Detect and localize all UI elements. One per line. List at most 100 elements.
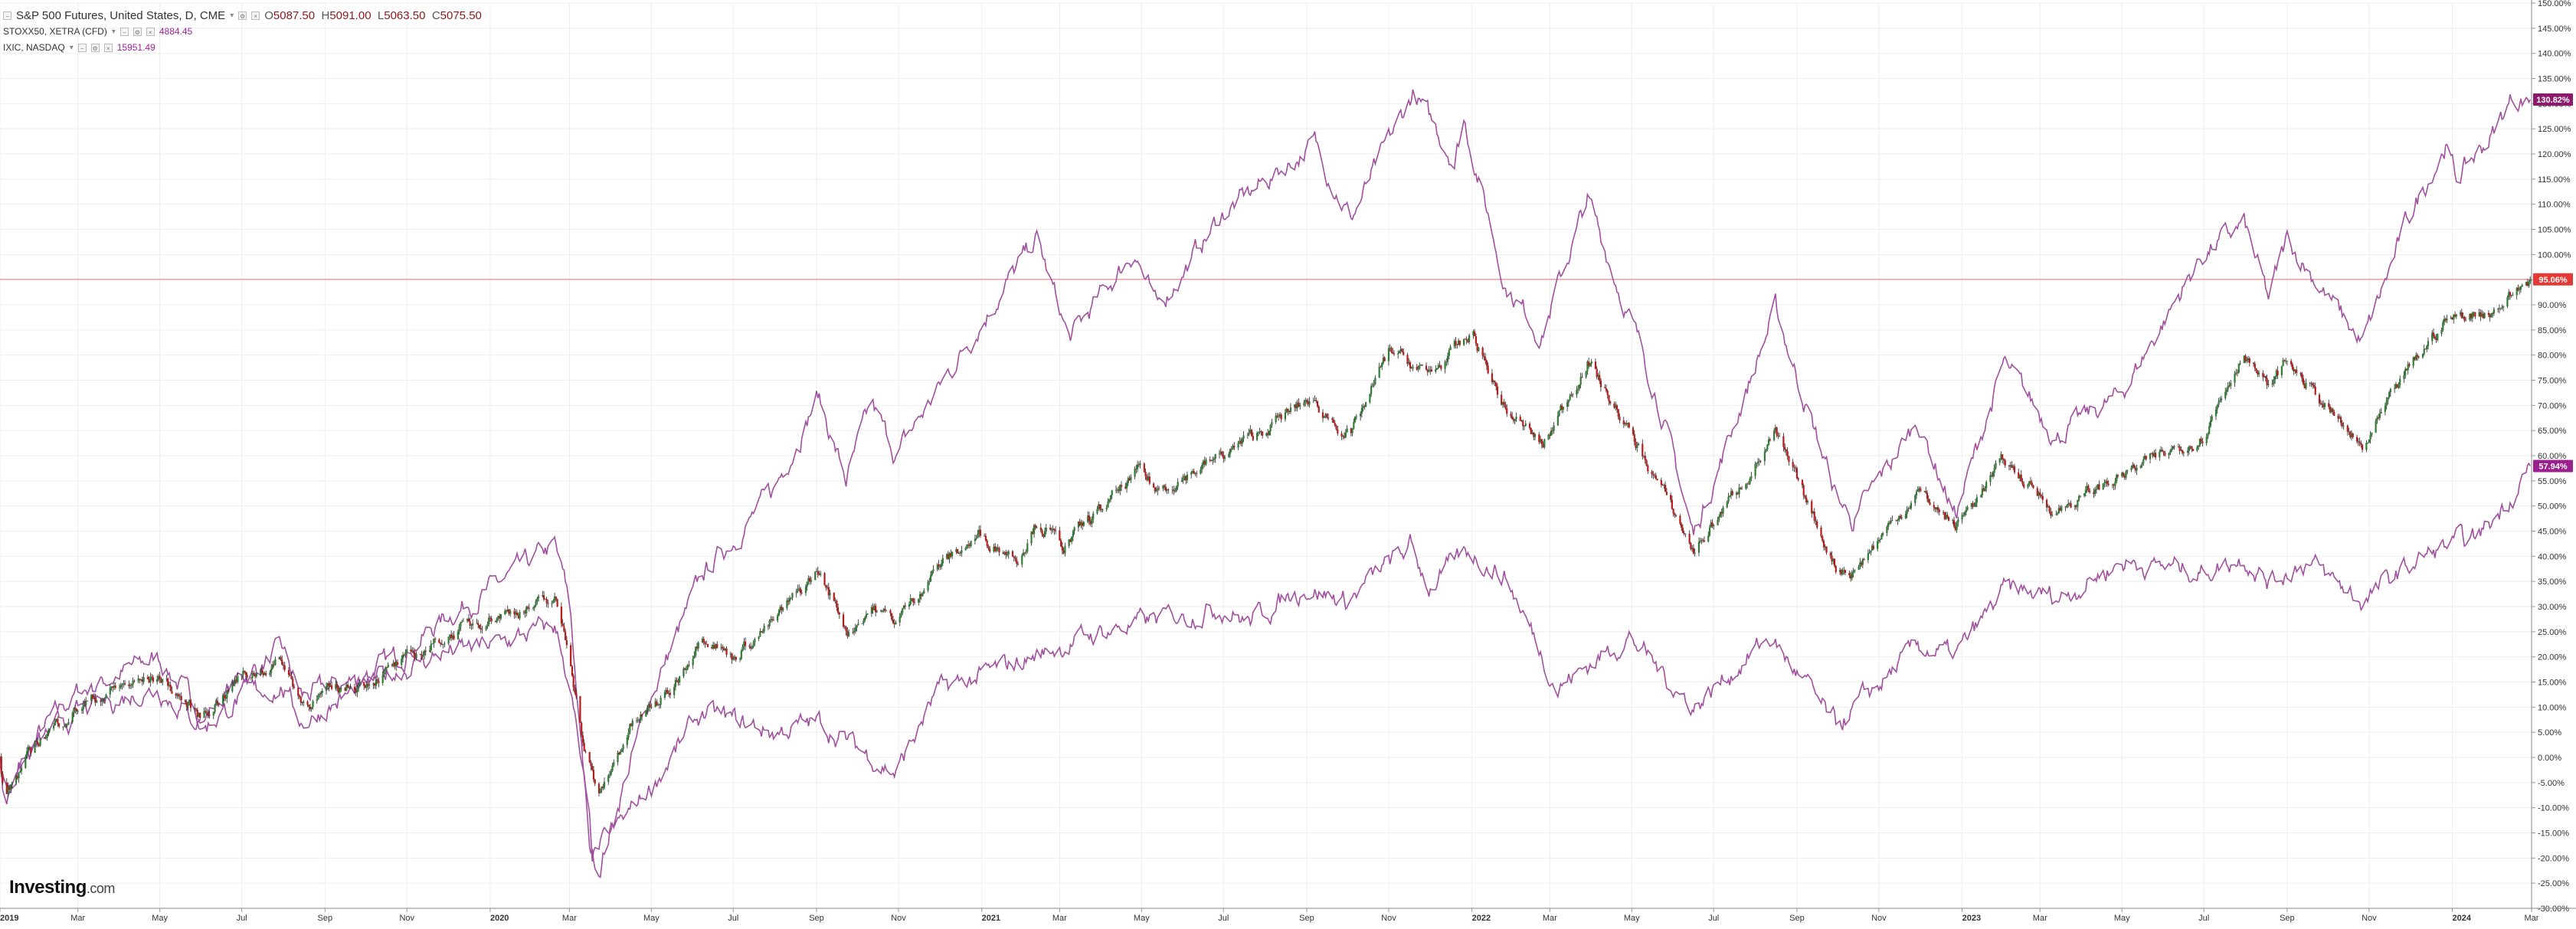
candle-body — [986, 540, 988, 546]
candle-body — [1561, 405, 1563, 410]
candle-body — [1661, 484, 1664, 486]
candle-body — [367, 683, 369, 686]
plot-area[interactable] — [0, 89, 2532, 878]
candle-body — [2312, 383, 2314, 385]
candle-body — [570, 645, 572, 666]
candle-body — [1566, 402, 1569, 407]
candle-body — [2180, 450, 2182, 451]
candle-body — [2471, 312, 2473, 319]
candle-body — [759, 630, 761, 636]
candle-body — [227, 690, 230, 692]
candle-body — [647, 704, 650, 708]
candle-body — [349, 686, 352, 688]
candle-body — [752, 642, 754, 647]
legend-main-title: S&P 500 Futures, United States, D, CME — [16, 9, 226, 22]
settings-icon[interactable]: ⚙ — [133, 28, 142, 36]
candle-body — [431, 643, 434, 645]
candle-body — [2164, 453, 2166, 456]
candle-body — [758, 636, 760, 640]
candle-body — [1495, 382, 1497, 387]
candle-body — [1073, 527, 1075, 532]
settings-icon[interactable]: ⚙ — [238, 11, 247, 20]
candle-body — [298, 695, 301, 698]
candle-body — [1880, 535, 1883, 540]
settings-icon[interactable]: ⚙ — [90, 44, 100, 52]
close-icon[interactable]: × — [103, 44, 113, 52]
hide-icon[interactable]: − — [77, 44, 87, 52]
price-badge: 95.06% — [2533, 273, 2573, 286]
candle-body — [1098, 504, 1100, 509]
candle-body — [1213, 458, 1216, 460]
candle-body — [1050, 529, 1052, 531]
candle-body — [265, 672, 267, 675]
candle-body — [751, 646, 753, 649]
candle-body — [231, 684, 234, 692]
candle-body — [461, 621, 463, 623]
candle-body — [2293, 368, 2295, 372]
candle-body — [1428, 370, 1430, 372]
candle-body — [2230, 382, 2232, 387]
candle-body — [1221, 451, 1223, 456]
candle-body — [58, 723, 61, 727]
candle-body — [2479, 312, 2482, 317]
candle-body — [480, 628, 482, 630]
candle-body — [1952, 520, 1954, 521]
candle-body — [319, 692, 322, 695]
candle-body — [2502, 306, 2505, 308]
candle-body — [1793, 466, 1795, 468]
candle-body — [1569, 396, 1571, 401]
candle-body — [1533, 434, 1537, 437]
candle-body — [477, 623, 480, 626]
candle-body — [1838, 570, 1841, 572]
candle-body — [421, 654, 423, 657]
candle-body — [2330, 408, 2332, 413]
candle-body — [1278, 414, 1281, 417]
candle-body — [1285, 409, 1288, 413]
candle-body — [1633, 433, 1635, 442]
candle-body — [1416, 366, 1418, 370]
candle-body — [1560, 405, 1562, 411]
candle-body — [1445, 361, 1448, 363]
close-icon[interactable]: × — [251, 11, 260, 20]
candle-body — [2455, 314, 2457, 317]
close-icon[interactable]: × — [146, 28, 155, 36]
candle-body — [581, 735, 584, 743]
chevron-down-icon[interactable]: ▾ — [69, 44, 74, 52]
candle-body — [2437, 333, 2439, 341]
candle-body — [2132, 464, 2134, 468]
candle-body — [340, 688, 342, 689]
candle-body — [1351, 428, 1353, 433]
candle-body — [1100, 509, 1102, 511]
candle-body — [1854, 570, 1856, 572]
candle-body — [250, 677, 252, 679]
candle-body — [2162, 450, 2165, 453]
candle-body — [1268, 431, 1270, 435]
candle-body — [1295, 404, 1298, 408]
y-tick-label: 80.00% — [2538, 352, 2567, 361]
candle-body — [2023, 484, 2025, 488]
hide-icon[interactable]: − — [119, 28, 129, 36]
candle-body — [1485, 360, 1488, 366]
chevron-down-icon[interactable]: ▾ — [111, 28, 116, 36]
candle-body — [176, 694, 178, 696]
chevron-down-icon[interactable]: ▾ — [230, 11, 234, 20]
candle-body — [1060, 540, 1062, 547]
candle-body — [2528, 281, 2530, 286]
candle-body — [1655, 475, 1657, 479]
candle-body — [2464, 319, 2467, 321]
candle-body — [2509, 292, 2512, 296]
candle-body — [109, 688, 111, 695]
candle-body — [1653, 475, 1656, 476]
collapse-icon[interactable]: − — [3, 11, 11, 20]
candle-body — [1223, 456, 1226, 459]
candle-body — [433, 638, 435, 644]
candle-body — [1674, 513, 1676, 515]
candle-body — [790, 597, 792, 599]
candle-body — [1269, 424, 1272, 432]
candle-body — [395, 662, 398, 667]
candle-body — [2125, 471, 2127, 478]
candle-body — [2309, 383, 2311, 384]
candle-body — [720, 646, 722, 649]
